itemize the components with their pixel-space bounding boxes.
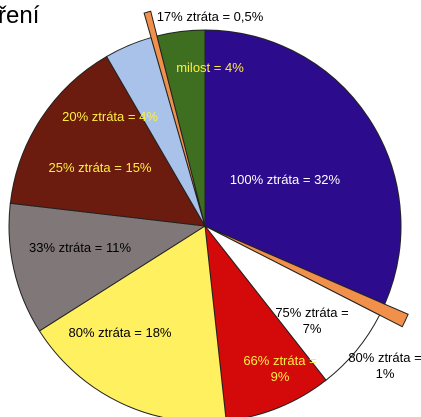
chart-title: ření xyxy=(0,2,40,29)
slice-label: 80% ztráta = 1% xyxy=(348,350,421,381)
pie-slice xyxy=(9,55,206,227)
pie-slice xyxy=(143,10,206,227)
slice-label: 20% ztráta = 4% xyxy=(62,109,158,124)
slice-label: 80% ztráta = 18% xyxy=(68,325,172,340)
slice-label: milost = 4% xyxy=(176,60,244,75)
slice-label: 33% ztráta = 11% xyxy=(28,240,131,255)
slice-label: 17% ztráta = 0,5% xyxy=(156,9,264,24)
slice-label: 25% ztráta = 15% xyxy=(48,160,152,175)
slice-label: 75% ztráta = 7% xyxy=(275,305,349,336)
slice-label: 100% ztráta = 32% xyxy=(229,172,341,187)
pie-slice xyxy=(204,224,327,417)
slice-label: 66% ztráta = 9% xyxy=(243,353,317,384)
pie-slice xyxy=(8,202,207,332)
pie-slice xyxy=(204,225,409,328)
pie-slice xyxy=(38,225,227,417)
pie-slice xyxy=(156,29,206,227)
pie-slice xyxy=(204,29,402,305)
